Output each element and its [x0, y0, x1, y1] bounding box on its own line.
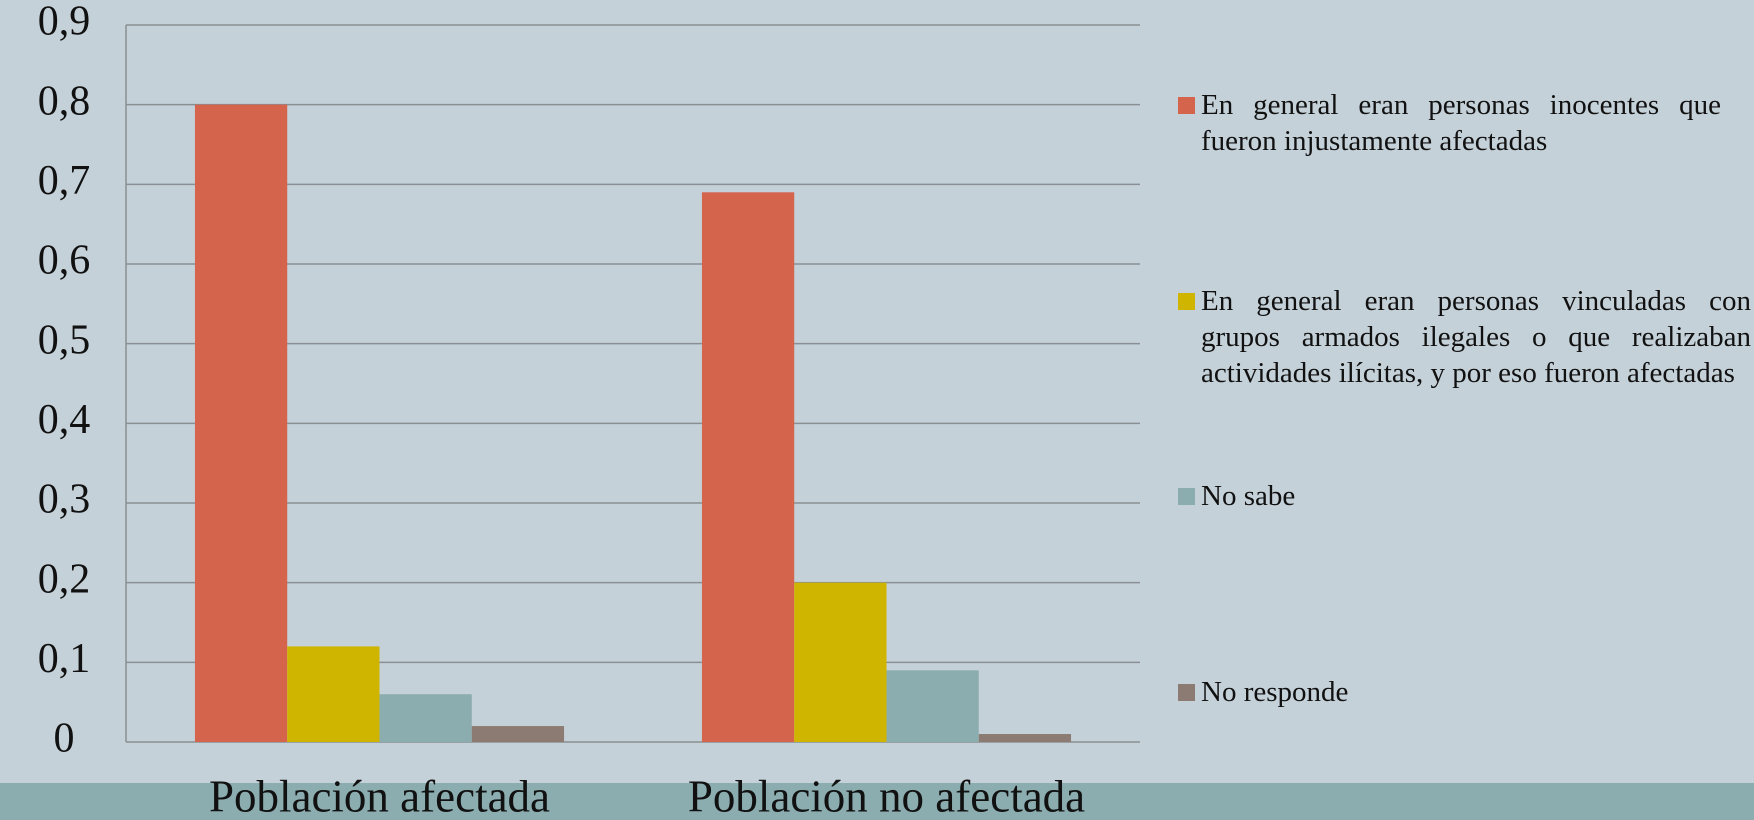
x-tick-label: Población afectada — [209, 771, 550, 820]
bar — [194, 104, 288, 742]
legend-item: No sabe — [1178, 478, 1751, 514]
y-tick-label: 0,6 — [38, 238, 91, 284]
bar — [794, 582, 887, 742]
legend-label: No sabe — [1201, 480, 1296, 512]
y-tick-label: 0,7 — [38, 158, 91, 204]
y-tick-label: 0 — [54, 716, 75, 762]
x-tick-label: Población no afectada — [688, 771, 1085, 820]
y-tick-label: 0,3 — [38, 477, 91, 523]
y-tick-label: 0,4 — [38, 397, 91, 443]
legend-label: En general eran personas inocentes que f… — [1201, 89, 1721, 157]
legend-item: En general eran personas vinculadas con … — [1178, 283, 1751, 391]
bar — [978, 734, 1072, 742]
y-tick-label: 0,1 — [38, 636, 91, 682]
footer-band — [0, 783, 1754, 820]
bar — [886, 670, 979, 742]
legend-swatch — [1178, 97, 1195, 114]
legend-swatch — [1178, 293, 1195, 310]
bar — [287, 646, 380, 742]
bar — [701, 192, 795, 743]
bar — [379, 694, 472, 742]
y-tick-label: 0,5 — [38, 317, 91, 363]
legend-label: En general eran personas vinculadas con … — [1201, 285, 1751, 389]
y-tick-label: 0,9 — [38, 0, 91, 45]
y-tick-label: 0,8 — [38, 78, 91, 124]
y-tick-label: 0,2 — [38, 556, 91, 602]
bar — [471, 726, 565, 742]
legend-swatch — [1178, 488, 1195, 505]
legend-label: No responde — [1201, 676, 1349, 708]
legend-item: No responde — [1178, 674, 1751, 710]
legend-item: En general eran personas inocentes que f… — [1178, 87, 1721, 159]
legend-swatch — [1178, 684, 1195, 701]
